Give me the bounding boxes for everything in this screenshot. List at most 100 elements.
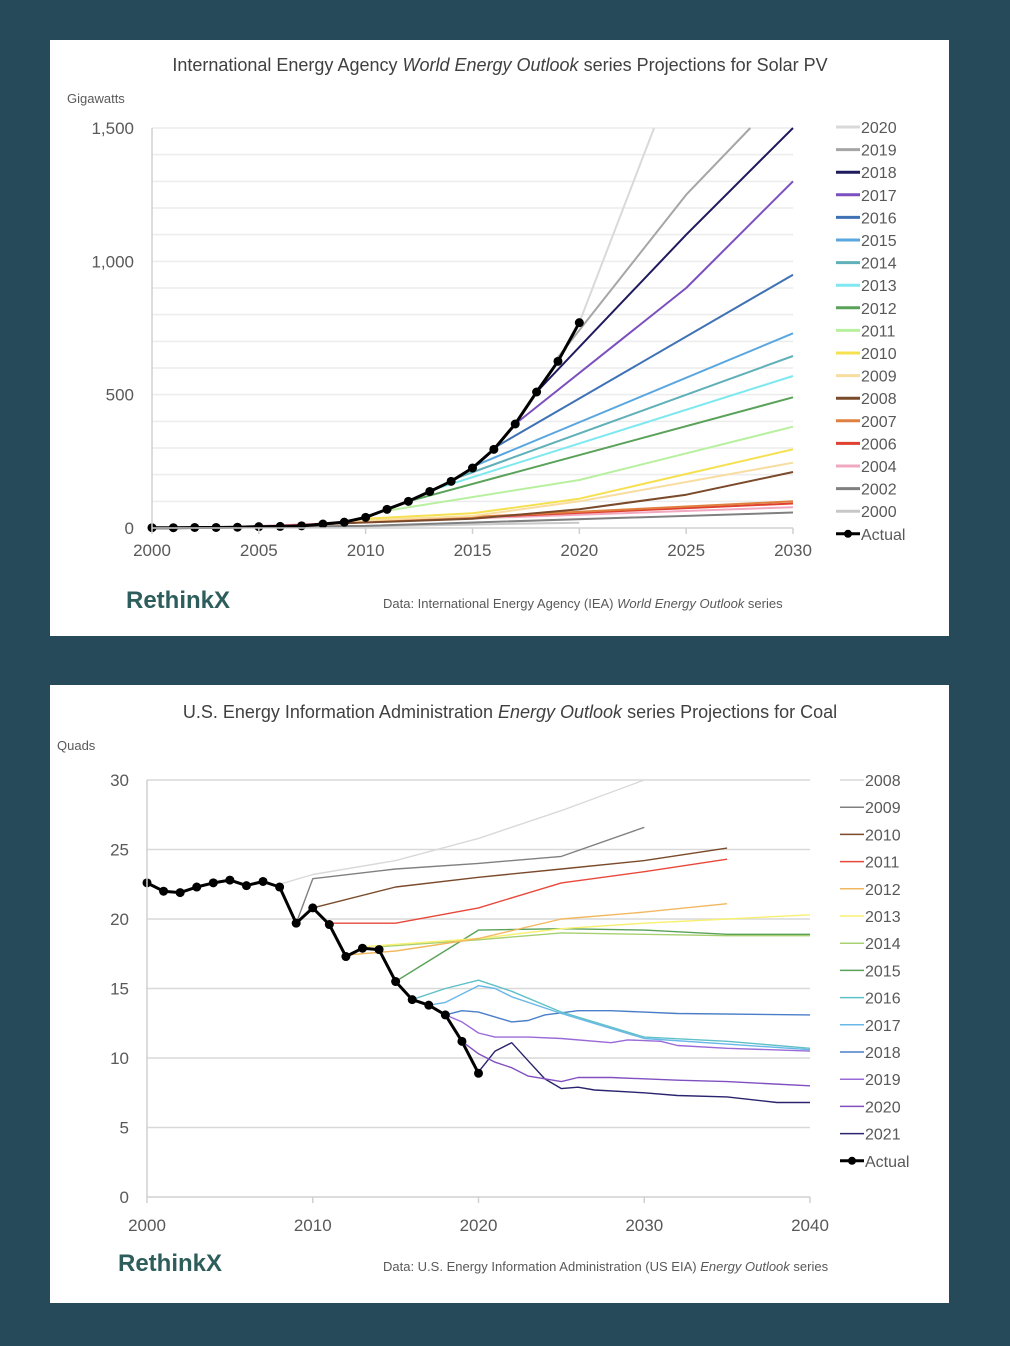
y-axis-unit-label: Quads bbox=[57, 738, 96, 753]
chart-title: U.S. Energy Information Administration E… bbox=[183, 702, 837, 722]
actual-point bbox=[446, 476, 456, 486]
legend-item-2009: 2009 bbox=[836, 369, 897, 386]
actual-point bbox=[339, 517, 349, 527]
legend-item-2010: 2010 bbox=[840, 827, 901, 844]
rethinkx-logo: RethinkX bbox=[118, 1250, 222, 1277]
data-source-note: Data: International Energy Agency (IEA) … bbox=[383, 596, 783, 611]
legend-item-2000: 2000 bbox=[836, 504, 897, 521]
legend-label: 2009 bbox=[865, 800, 901, 817]
series-line-2010 bbox=[312, 847, 728, 909]
x-tick-label: 2020 bbox=[460, 1216, 498, 1235]
x-tick-label: 2030 bbox=[625, 1216, 663, 1235]
legend-item-2017: 2017 bbox=[836, 188, 897, 205]
legend: 2020 2019 2018 2017 2016 2015 2014 2013 2012 2011… bbox=[836, 120, 905, 544]
series-line-2008 bbox=[322, 471, 794, 525]
legend-item-2014: 2014 bbox=[836, 256, 897, 273]
y-tick-label: 1,500 bbox=[91, 119, 134, 138]
series-line-2014 bbox=[450, 355, 794, 481]
series-line-2009 bbox=[344, 461, 794, 523]
gridlines bbox=[152, 127, 793, 503]
series-line-2017 bbox=[428, 985, 811, 1051]
actual-point bbox=[318, 519, 328, 529]
legend-label: 2013 bbox=[865, 909, 901, 926]
solar-pv-chart-panel: International Energy Agency World Energy… bbox=[50, 40, 949, 636]
legend-label: 2021 bbox=[865, 1127, 901, 1144]
legend-item-2010: 2010 bbox=[836, 346, 897, 363]
actual-point bbox=[258, 876, 268, 886]
legend-item-2019: 2019 bbox=[840, 1072, 901, 1089]
y-axis-unit-label: Gigawatts bbox=[67, 91, 125, 106]
legend-item-2002: 2002 bbox=[836, 482, 897, 499]
y-tick-label: 0 bbox=[125, 519, 134, 538]
actual-point bbox=[308, 903, 318, 913]
y-tick-label: 500 bbox=[106, 386, 134, 405]
y-tick-label: 0 bbox=[120, 1188, 129, 1207]
series-line-2013 bbox=[429, 375, 794, 492]
legend-item-2007: 2007 bbox=[836, 414, 897, 431]
data-source-note: Data: U.S. Energy Information Administra… bbox=[383, 1259, 829, 1274]
chart-title: International Energy Agency World Energy… bbox=[172, 55, 827, 75]
axes: 0 5 10 15 20 25 30 2000 2010 2020 2030 2040 bbox=[110, 771, 829, 1235]
actual-point bbox=[175, 888, 185, 898]
legend-label: 2009 bbox=[861, 369, 897, 386]
legend-item-2019: 2019 bbox=[836, 143, 897, 160]
series-line-2015 bbox=[472, 332, 794, 468]
x-tick-label: 2030 bbox=[774, 541, 812, 560]
y-tick-label: 10 bbox=[110, 1049, 129, 1068]
actual-point bbox=[440, 1010, 450, 1020]
legend-label: 2004 bbox=[861, 459, 897, 476]
actual-point bbox=[374, 945, 384, 955]
x-tick-label: 2010 bbox=[347, 541, 385, 560]
legend-item-2016: 2016 bbox=[836, 210, 897, 227]
series-line-2020 bbox=[461, 1040, 811, 1087]
series-line-2018 bbox=[535, 127, 794, 393]
legend-label: 2007 bbox=[861, 414, 897, 431]
legend-label: 2016 bbox=[861, 210, 897, 227]
actual-point bbox=[357, 943, 367, 953]
actual-point bbox=[553, 356, 563, 366]
actual-point bbox=[159, 886, 169, 896]
actual-point bbox=[361, 512, 371, 522]
legend-item-2006: 2006 bbox=[836, 436, 897, 453]
x-tick-label: 2015 bbox=[454, 541, 492, 560]
solar-pv-chart: International Energy Agency World Energy… bbox=[67, 55, 905, 614]
series-line-2011 bbox=[386, 425, 794, 512]
legend-label: 2011 bbox=[861, 323, 896, 340]
x-tick-label: 2010 bbox=[294, 1216, 332, 1235]
legend-label: 2020 bbox=[861, 120, 897, 137]
legend-label: 2014 bbox=[865, 936, 901, 953]
legend-label: 2020 bbox=[865, 1099, 901, 1116]
legend-item-2018: 2018 bbox=[840, 1045, 901, 1062]
actual-point bbox=[275, 521, 285, 531]
series-line-2016 bbox=[493, 273, 794, 449]
actual-point bbox=[457, 1036, 467, 1046]
legend-label: 2016 bbox=[865, 991, 901, 1008]
actual-point bbox=[232, 522, 242, 532]
coal-chart: U.S. Energy Information Administration E… bbox=[57, 702, 909, 1277]
legend-label: 2018 bbox=[861, 165, 897, 182]
x-tick-label: 2040 bbox=[791, 1216, 829, 1235]
x-tick-label: 2005 bbox=[240, 541, 278, 560]
legend-label: 2018 bbox=[865, 1045, 901, 1062]
actual-point bbox=[468, 463, 477, 473]
gridlines bbox=[147, 779, 810, 1129]
legend-label: 2006 bbox=[861, 436, 897, 453]
legend: 2008 2009 2010 2011 2012 2013 2014 2015 2016 2017… bbox=[840, 773, 909, 1171]
legend-item-2008: 2008 bbox=[840, 773, 901, 790]
actual-point bbox=[382, 504, 392, 514]
y-tick-label: 30 bbox=[110, 771, 129, 790]
y-tick-label: 25 bbox=[110, 841, 129, 860]
legend-item-2012: 2012 bbox=[840, 882, 901, 899]
series-line-2013 bbox=[362, 914, 811, 948]
legend-label: 2013 bbox=[861, 278, 897, 295]
actual-point bbox=[208, 878, 218, 888]
series-line-2019 bbox=[557, 127, 752, 358]
legend-item-2009: 2009 bbox=[840, 800, 901, 817]
actual-point bbox=[424, 1000, 434, 1010]
series-lines bbox=[151, 127, 794, 529]
legend-item-2013: 2013 bbox=[840, 909, 901, 926]
series-lines bbox=[279, 779, 811, 1104]
legend-item-2018: 2018 bbox=[836, 165, 897, 182]
series-line-2021 bbox=[477, 1042, 810, 1104]
series-line-2011 bbox=[329, 858, 728, 924]
